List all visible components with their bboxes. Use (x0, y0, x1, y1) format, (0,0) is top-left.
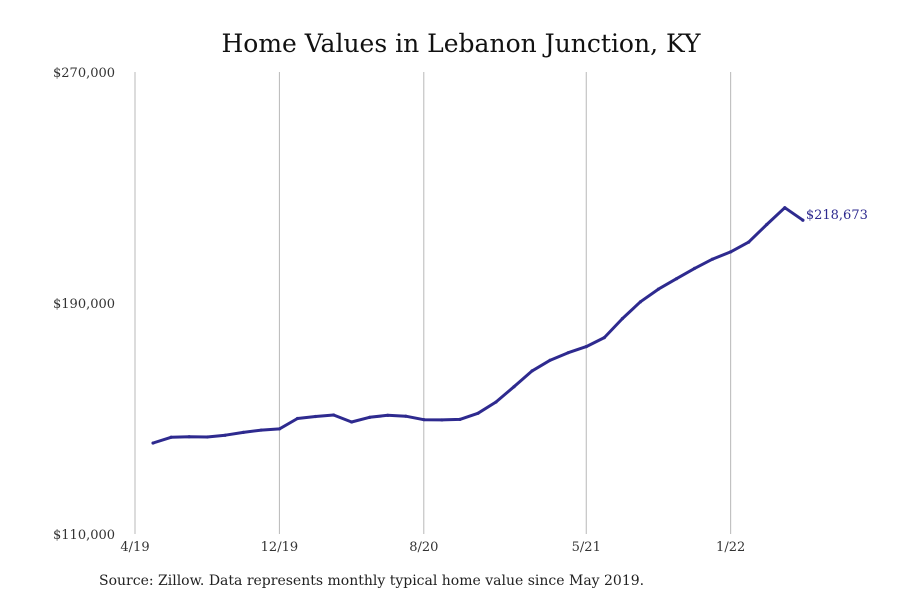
data-point (512, 385, 516, 389)
plot-area: $218,673 (151, 206, 868, 445)
x-tick-label: 1/22 (716, 540, 745, 555)
data-point (241, 430, 245, 434)
data-point (656, 287, 661, 291)
data-point (404, 414, 408, 418)
data-point (313, 414, 318, 419)
data-point (458, 417, 462, 421)
data-point (602, 336, 606, 340)
data-point (187, 435, 191, 439)
series-line (151, 206, 805, 445)
grid-lines (134, 72, 732, 534)
data-point (620, 316, 624, 321)
x-axis-ticks: 4/19 12/19 8/20 5/21 1/22 (120, 540, 745, 555)
data-point (494, 400, 498, 404)
x-tick-label: 5/21 (572, 540, 601, 555)
data-point (368, 415, 372, 419)
data-point (765, 222, 769, 227)
x-tick-label: 8/20 (409, 540, 438, 555)
data-point (331, 413, 336, 417)
data-point (584, 345, 588, 349)
data-point (747, 240, 751, 244)
chart-title: Home Values in Lebanon Junction, KY (221, 29, 701, 58)
y-axis-ticks: $110,000 $190,000 $270,000 (53, 66, 115, 543)
data-point (566, 351, 570, 355)
data-point (277, 427, 281, 431)
data-point (259, 428, 263, 432)
data-point (729, 250, 733, 254)
data-point (440, 418, 444, 422)
data-point (476, 411, 480, 415)
data-point (674, 277, 679, 281)
data-point (548, 358, 552, 362)
data-point (169, 435, 173, 439)
data-point (151, 441, 155, 445)
data-point (223, 433, 227, 437)
source-note: Source: Zillow. Data represents monthly … (99, 573, 644, 589)
y-tick-label: $270,000 (53, 66, 115, 81)
data-point (205, 435, 209, 439)
y-tick-label: $190,000 (53, 297, 115, 312)
data-point (692, 266, 697, 270)
x-tick-label: 12/19 (261, 540, 298, 555)
data-point (711, 257, 715, 261)
data-point (422, 418, 426, 422)
x-tick-label: 4/19 (120, 540, 149, 555)
y-tick-label: $110,000 (53, 528, 115, 543)
data-point (386, 413, 390, 417)
data-point (801, 218, 805, 222)
data-point (350, 420, 354, 424)
data-point (783, 206, 787, 210)
end-value-label: $218,673 (806, 208, 868, 223)
data-point (638, 300, 643, 304)
data-point (530, 369, 534, 373)
data-point (295, 416, 300, 421)
